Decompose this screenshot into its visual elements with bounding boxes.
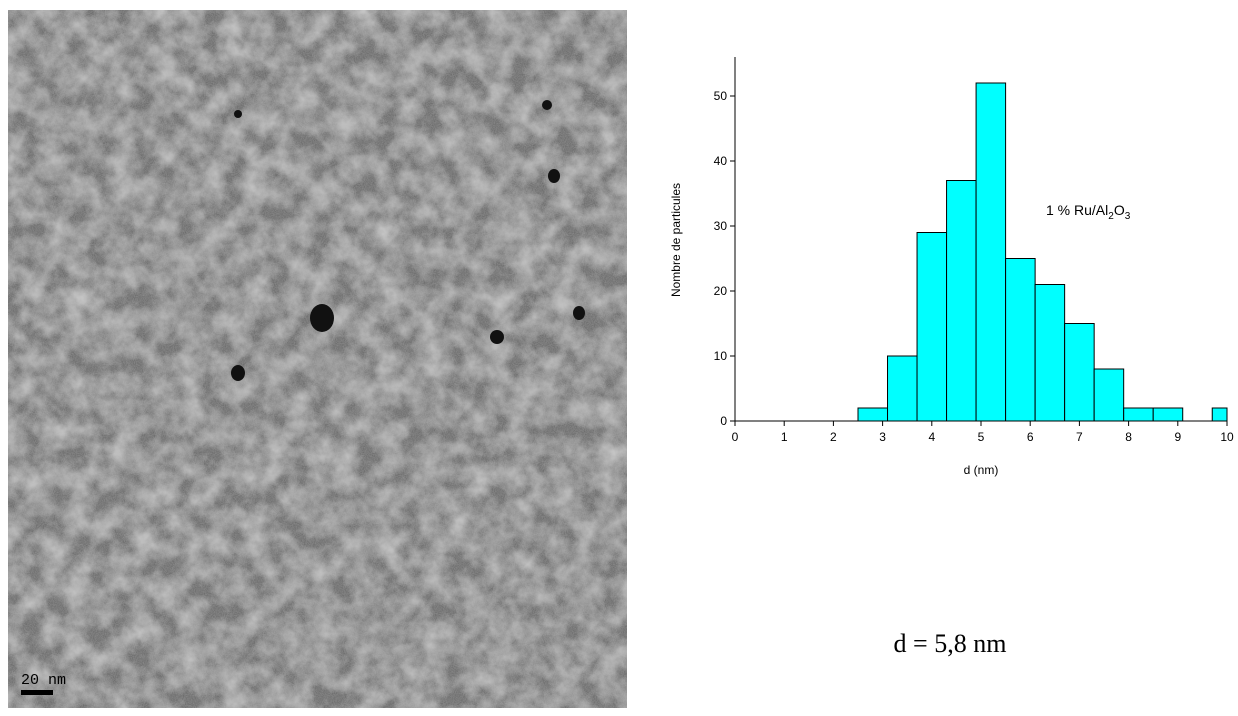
bar <box>887 355 918 422</box>
bar <box>946 180 977 422</box>
bar <box>857 407 889 422</box>
y-tick-label: 50 <box>714 89 728 103</box>
x-tick-label: 8 <box>1125 430 1132 444</box>
y-tick-label: 0 <box>720 414 727 428</box>
bar <box>1093 368 1125 422</box>
annotation-text: O <box>1114 202 1125 218</box>
bar <box>975 82 1007 422</box>
x-tick-label: 4 <box>928 430 935 444</box>
y-tick-label: 40 <box>714 154 728 168</box>
bar <box>1211 407 1228 422</box>
x-axis-label: d (nm) <box>964 463 999 477</box>
annotation-subscript: 2 <box>1108 211 1114 222</box>
x-tick-label: 5 <box>978 430 985 444</box>
x-tick-label: 3 <box>879 430 886 444</box>
y-axis-label: Nombre de particules <box>669 183 683 297</box>
dark-particles <box>231 100 585 381</box>
bar <box>1005 258 1036 422</box>
bar <box>1064 323 1095 422</box>
bar <box>916 232 948 422</box>
x-tick-label: 10 <box>1220 430 1234 444</box>
tem-texture <box>8 10 627 708</box>
x-tick-label: 7 <box>1076 430 1083 444</box>
y-tick-label: 30 <box>714 219 728 233</box>
scale-label: 20 nm <box>21 672 66 689</box>
annotation-subscript: 3 <box>1125 211 1131 222</box>
bar <box>1034 284 1066 422</box>
y-tick-label: 20 <box>714 284 728 298</box>
x-tick-label: 2 <box>830 430 837 444</box>
x-tick-label: 9 <box>1174 430 1181 444</box>
bar <box>1123 407 1154 422</box>
x-tick-label: 6 <box>1027 430 1034 444</box>
scale-bar <box>21 690 53 695</box>
bar <box>1152 407 1184 422</box>
caption: d = 5,8 nm <box>894 629 1007 658</box>
x-tick-label: 0 <box>732 430 739 444</box>
y-tick-label: 10 <box>714 349 728 363</box>
x-tick-label: 1 <box>781 430 788 444</box>
annotation: 1 % Ru/Al2O3 <box>1046 202 1131 222</box>
annotation-text: 1 % Ru/Al <box>1046 202 1108 218</box>
